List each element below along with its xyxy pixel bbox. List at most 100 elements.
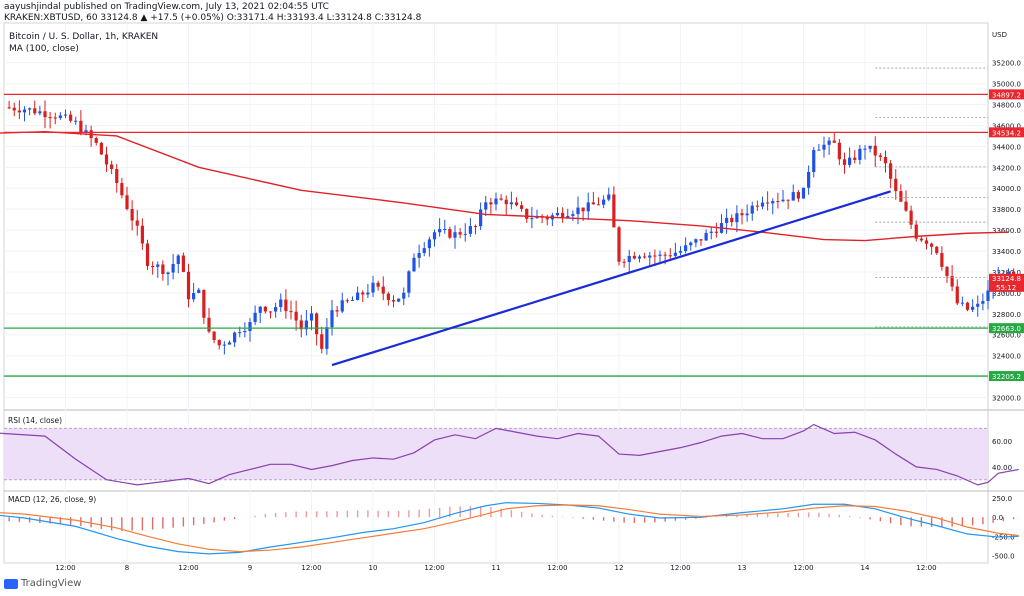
macd-hist-bar bbox=[100, 517, 103, 529]
macd-hist-bar bbox=[531, 513, 533, 518]
macd-hist-bar bbox=[982, 517, 984, 525]
candle-body bbox=[668, 255, 672, 257]
candle-body bbox=[181, 255, 185, 272]
candle-body bbox=[345, 300, 349, 302]
ma-label: MA (100, close) bbox=[9, 44, 79, 54]
candle-body bbox=[274, 307, 278, 312]
last-price-label: 33124.8 bbox=[992, 275, 1021, 283]
macd-hist-bar bbox=[818, 512, 820, 518]
candle-body bbox=[868, 145, 872, 149]
candle-body bbox=[120, 183, 124, 196]
candle-body bbox=[125, 195, 129, 210]
x-tick-label: 11 bbox=[492, 564, 501, 572]
candle-body bbox=[258, 306, 262, 313]
candle-body bbox=[315, 313, 319, 335]
watermark-text: TradingView bbox=[21, 578, 82, 589]
macd-hist-bar bbox=[787, 513, 789, 518]
candle-body bbox=[760, 202, 765, 207]
candle-body bbox=[79, 120, 83, 133]
macd-hist-bar bbox=[582, 517, 584, 519]
macd-hist-bar bbox=[520, 511, 523, 518]
candle-body bbox=[704, 232, 708, 241]
candle-body bbox=[643, 256, 647, 258]
candle-body bbox=[304, 320, 308, 330]
candle-body bbox=[104, 154, 109, 165]
macd-hist-bar bbox=[315, 511, 318, 518]
candle-body bbox=[878, 155, 882, 158]
candle-body bbox=[371, 282, 375, 293]
candle-body bbox=[566, 215, 570, 218]
candle-body bbox=[950, 276, 954, 287]
candle-body bbox=[176, 255, 180, 265]
candle-body bbox=[504, 199, 508, 205]
candle-body bbox=[858, 148, 862, 160]
candle-body bbox=[930, 243, 934, 247]
y-tick-label: 34000.0 bbox=[992, 185, 1021, 193]
candle-body bbox=[940, 253, 944, 267]
macd-hist-bar bbox=[18, 517, 21, 522]
trendline bbox=[331, 190, 891, 367]
macd-hist-bar bbox=[654, 517, 656, 523]
macd-hist-bar bbox=[418, 509, 420, 518]
macd-hist-bar bbox=[879, 517, 882, 522]
candle-body bbox=[837, 142, 841, 160]
macd-hist-bar bbox=[121, 517, 123, 531]
macd-hist-bar bbox=[141, 517, 144, 531]
candle-body bbox=[1012, 271, 1016, 276]
tradingview-watermark[interactable]: TradingView bbox=[4, 578, 81, 589]
candle-body bbox=[914, 224, 918, 239]
x-tick-label: 12:00 bbox=[55, 564, 75, 572]
candle-body bbox=[386, 293, 390, 300]
x-tick-label: 10 bbox=[369, 564, 378, 572]
macd-hist-bar bbox=[449, 506, 451, 518]
candle-body bbox=[458, 232, 462, 235]
candle-body bbox=[791, 192, 795, 201]
candle-body bbox=[161, 264, 165, 274]
candle-body bbox=[612, 194, 616, 228]
candle-body bbox=[525, 208, 529, 219]
candle-body bbox=[699, 239, 703, 241]
macd-hist-bar bbox=[500, 508, 502, 518]
y-tick-label: 35200.0 bbox=[992, 60, 1021, 68]
candle-body bbox=[745, 213, 749, 216]
candle-body bbox=[233, 332, 237, 343]
candles bbox=[7, 100, 1021, 355]
macd-hist-bar bbox=[1002, 517, 1005, 522]
macd-hist-bar bbox=[192, 517, 195, 526]
candle-body bbox=[268, 311, 273, 313]
candle-body bbox=[151, 265, 155, 267]
candle-body bbox=[489, 202, 493, 205]
candle-body bbox=[207, 317, 211, 332]
macd-signal-line bbox=[0, 504, 1019, 553]
macd-hist-bar bbox=[151, 517, 154, 530]
candle-body bbox=[530, 218, 534, 220]
candle-body bbox=[43, 111, 47, 118]
x-tick-label: 12:00 bbox=[178, 564, 198, 572]
candle-body bbox=[391, 299, 396, 302]
candle-body bbox=[709, 231, 713, 233]
macd-hist-bar bbox=[356, 510, 359, 518]
y-tick-label: 33800.0 bbox=[992, 206, 1021, 214]
y-tick-label: 33600.0 bbox=[992, 227, 1021, 235]
macd-hist-bar bbox=[756, 513, 759, 518]
y-tick-label: 32600.0 bbox=[992, 332, 1021, 340]
candle-body bbox=[684, 245, 688, 252]
candle-body bbox=[335, 310, 339, 312]
candle-body bbox=[678, 251, 683, 253]
candle-body bbox=[883, 157, 888, 164]
level-price-label: 34534.2 bbox=[992, 129, 1021, 137]
candle-body bbox=[899, 191, 903, 202]
candle-body bbox=[750, 205, 754, 214]
macd-hist-bar bbox=[182, 517, 185, 527]
macd-hist-bar bbox=[49, 517, 51, 524]
tradingview-logo-icon bbox=[4, 578, 18, 589]
macd-hist-bar bbox=[305, 511, 308, 518]
level-price-tag bbox=[989, 371, 1024, 382]
candle-body bbox=[730, 217, 734, 223]
macd-hist-bar bbox=[295, 511, 297, 518]
macd-hist-bar bbox=[551, 515, 554, 518]
candle-body bbox=[832, 140, 836, 143]
candle-body bbox=[581, 207, 585, 212]
candle-body bbox=[520, 205, 524, 209]
